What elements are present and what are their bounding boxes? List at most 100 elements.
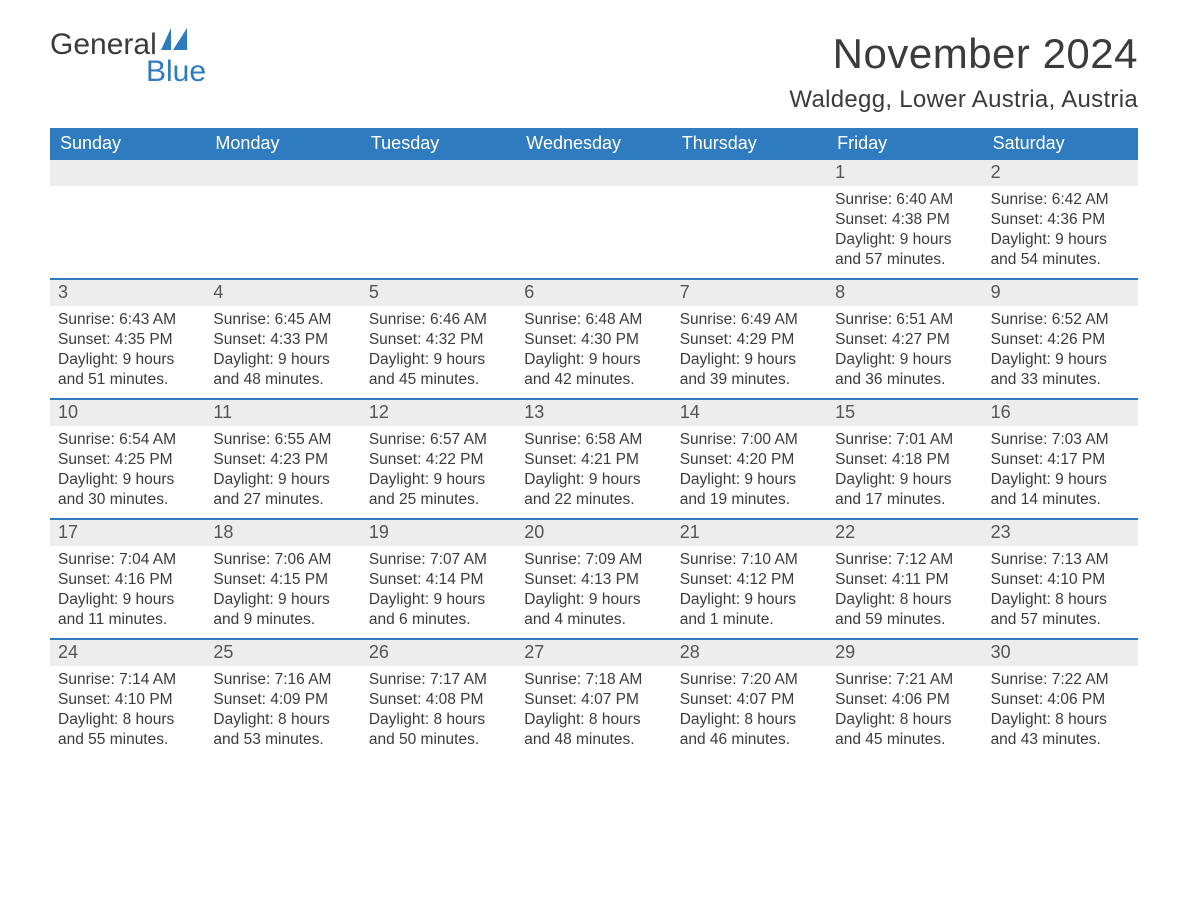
sunset-line: Sunset: 4:17 PM	[991, 450, 1130, 470]
daylight-line-1: Daylight: 9 hours	[991, 230, 1130, 250]
day-body: Sunrise: 6:45 AMSunset: 4:33 PMDaylight:…	[205, 306, 360, 397]
daylight-line-1: Daylight: 9 hours	[369, 470, 508, 490]
header: General Blue November 2024 Waldegg, Lowe…	[50, 30, 1138, 114]
daylight-line-2: and 48 minutes.	[524, 730, 663, 750]
sunset-line: Sunset: 4:07 PM	[524, 690, 663, 710]
day-number: 20	[516, 520, 671, 546]
day-cell: 11Sunrise: 6:55 AMSunset: 4:23 PMDayligh…	[205, 400, 360, 518]
day-number: 6	[516, 280, 671, 306]
location-label: Waldegg, Lower Austria, Austria	[789, 86, 1138, 114]
sunrise-line: Sunrise: 7:10 AM	[680, 550, 819, 570]
day-cell: 13Sunrise: 6:58 AMSunset: 4:21 PMDayligh…	[516, 400, 671, 518]
day-number	[516, 160, 671, 186]
day-body: Sunrise: 7:20 AMSunset: 4:07 PMDaylight:…	[672, 666, 827, 757]
day-number: 13	[516, 400, 671, 426]
sunrise-line: Sunrise: 7:03 AM	[991, 430, 1130, 450]
daylight-line-2: and 36 minutes.	[835, 370, 974, 390]
daylight-line-1: Daylight: 9 hours	[835, 230, 974, 250]
day-body: Sunrise: 7:22 AMSunset: 4:06 PMDaylight:…	[983, 666, 1138, 757]
daylight-line-2: and 54 minutes.	[991, 250, 1130, 270]
daylight-line-2: and 42 minutes.	[524, 370, 663, 390]
weekday-header: Tuesday	[361, 128, 516, 160]
day-number: 9	[983, 280, 1138, 306]
day-cell: 1Sunrise: 6:40 AMSunset: 4:38 PMDaylight…	[827, 160, 982, 278]
sunrise-line: Sunrise: 7:06 AM	[213, 550, 352, 570]
daylight-line-1: Daylight: 8 hours	[524, 710, 663, 730]
sunrise-line: Sunrise: 7:21 AM	[835, 670, 974, 690]
day-cell	[516, 160, 671, 278]
daylight-line-1: Daylight: 8 hours	[991, 710, 1130, 730]
brand-flag-icon	[161, 26, 197, 56]
sunset-line: Sunset: 4:12 PM	[680, 570, 819, 590]
daylight-line-1: Daylight: 9 hours	[680, 590, 819, 610]
day-number: 19	[361, 520, 516, 546]
daylight-line-1: Daylight: 9 hours	[58, 590, 197, 610]
week-row: 10Sunrise: 6:54 AMSunset: 4:25 PMDayligh…	[50, 398, 1138, 518]
day-body: Sunrise: 7:04 AMSunset: 4:16 PMDaylight:…	[50, 546, 205, 637]
day-number: 26	[361, 640, 516, 666]
sunset-line: Sunset: 4:21 PM	[524, 450, 663, 470]
day-cell: 19Sunrise: 7:07 AMSunset: 4:14 PMDayligh…	[361, 520, 516, 638]
weekday-header: Thursday	[672, 128, 827, 160]
daylight-line-2: and 33 minutes.	[991, 370, 1130, 390]
day-number: 4	[205, 280, 360, 306]
daylight-line-2: and 30 minutes.	[58, 490, 197, 510]
day-number: 12	[361, 400, 516, 426]
daylight-line-2: and 53 minutes.	[213, 730, 352, 750]
day-cell: 22Sunrise: 7:12 AMSunset: 4:11 PMDayligh…	[827, 520, 982, 638]
daylight-line-1: Daylight: 8 hours	[213, 710, 352, 730]
day-cell: 25Sunrise: 7:16 AMSunset: 4:09 PMDayligh…	[205, 640, 360, 758]
weekday-header: Wednesday	[516, 128, 671, 160]
sunrise-line: Sunrise: 6:58 AM	[524, 430, 663, 450]
title-block: November 2024 Waldegg, Lower Austria, Au…	[789, 30, 1138, 114]
day-body: Sunrise: 6:40 AMSunset: 4:38 PMDaylight:…	[827, 186, 982, 277]
sunset-line: Sunset: 4:06 PM	[835, 690, 974, 710]
sunrise-line: Sunrise: 6:57 AM	[369, 430, 508, 450]
day-number: 25	[205, 640, 360, 666]
sunrise-line: Sunrise: 6:40 AM	[835, 190, 974, 210]
weekday-header-row: SundayMondayTuesdayWednesdayThursdayFrid…	[50, 128, 1138, 160]
daylight-line-2: and 9 minutes.	[213, 610, 352, 630]
daylight-line-1: Daylight: 9 hours	[680, 350, 819, 370]
sunset-line: Sunset: 4:06 PM	[991, 690, 1130, 710]
sunset-line: Sunset: 4:32 PM	[369, 330, 508, 350]
weekday-header: Sunday	[50, 128, 205, 160]
sunset-line: Sunset: 4:22 PM	[369, 450, 508, 470]
day-cell: 10Sunrise: 6:54 AMSunset: 4:25 PMDayligh…	[50, 400, 205, 518]
day-number: 16	[983, 400, 1138, 426]
daylight-line-2: and 43 minutes.	[991, 730, 1130, 750]
sunrise-line: Sunrise: 6:54 AM	[58, 430, 197, 450]
sunset-line: Sunset: 4:08 PM	[369, 690, 508, 710]
weekday-header: Saturday	[983, 128, 1138, 160]
day-body: Sunrise: 7:13 AMSunset: 4:10 PMDaylight:…	[983, 546, 1138, 637]
daylight-line-1: Daylight: 8 hours	[835, 590, 974, 610]
daylight-line-1: Daylight: 8 hours	[58, 710, 197, 730]
day-cell: 17Sunrise: 7:04 AMSunset: 4:16 PMDayligh…	[50, 520, 205, 638]
sunrise-line: Sunrise: 6:55 AM	[213, 430, 352, 450]
day-body: Sunrise: 7:09 AMSunset: 4:13 PMDaylight:…	[516, 546, 671, 637]
week-row: 24Sunrise: 7:14 AMSunset: 4:10 PMDayligh…	[50, 638, 1138, 758]
day-number: 3	[50, 280, 205, 306]
sunset-line: Sunset: 4:35 PM	[58, 330, 197, 350]
day-body: Sunrise: 6:54 AMSunset: 4:25 PMDaylight:…	[50, 426, 205, 517]
day-number: 29	[827, 640, 982, 666]
day-number: 8	[827, 280, 982, 306]
sunset-line: Sunset: 4:13 PM	[524, 570, 663, 590]
day-number: 2	[983, 160, 1138, 186]
day-number: 11	[205, 400, 360, 426]
day-cell: 28Sunrise: 7:20 AMSunset: 4:07 PMDayligh…	[672, 640, 827, 758]
daylight-line-2: and 11 minutes.	[58, 610, 197, 630]
daylight-line-1: Daylight: 9 hours	[213, 590, 352, 610]
sunset-line: Sunset: 4:23 PM	[213, 450, 352, 470]
day-body: Sunrise: 6:43 AMSunset: 4:35 PMDaylight:…	[50, 306, 205, 397]
day-cell: 26Sunrise: 7:17 AMSunset: 4:08 PMDayligh…	[361, 640, 516, 758]
sunrise-line: Sunrise: 7:09 AM	[524, 550, 663, 570]
sunrise-line: Sunrise: 7:12 AM	[835, 550, 974, 570]
daylight-line-2: and 50 minutes.	[369, 730, 508, 750]
sunrise-line: Sunrise: 6:43 AM	[58, 310, 197, 330]
day-cell	[672, 160, 827, 278]
day-number: 30	[983, 640, 1138, 666]
day-cell: 9Sunrise: 6:52 AMSunset: 4:26 PMDaylight…	[983, 280, 1138, 398]
day-cell: 3Sunrise: 6:43 AMSunset: 4:35 PMDaylight…	[50, 280, 205, 398]
weekday-header: Monday	[205, 128, 360, 160]
